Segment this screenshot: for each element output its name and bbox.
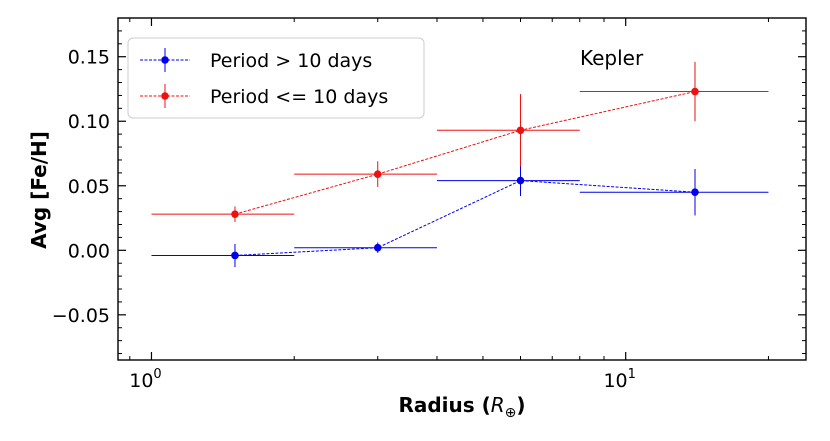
legend-entries: Period > 10 days Period <= 10 days (140, 48, 388, 108)
legend-entry-2: Period <= 10 days (140, 84, 388, 108)
legend-entry-1: Period > 10 days (140, 48, 372, 72)
data-point (691, 188, 699, 197)
legend-box (127, 37, 425, 119)
x-axis-label: Radius (R⊕) (398, 393, 525, 421)
x-axis-label-close: ) (516, 393, 525, 417)
series-line (234, 180, 696, 256)
y-tick-label: 0.00 (68, 240, 110, 262)
data-point (231, 210, 239, 218)
kepler-annotation: Kepler (580, 46, 644, 70)
y-tick-label: 0.05 (68, 176, 110, 198)
x-tick-label: 100 (129, 367, 161, 392)
legend-marker (161, 92, 169, 100)
x-axis-label-symbol: R (491, 393, 505, 417)
legend-label: Period > 10 days (210, 50, 372, 72)
data-point (691, 87, 699, 96)
data-point (516, 126, 525, 135)
series-2 (151, 61, 769, 222)
y-tick-label: −0.05 (52, 305, 110, 327)
x-tick-label: 101 (603, 367, 635, 392)
data-point (373, 243, 382, 252)
legend-marker (161, 56, 169, 64)
y-tick-label: 0.15 (68, 47, 110, 69)
y-axis-ticks: −0.05 0.00 0.05 0.10 0.15 (52, 47, 806, 327)
legend: Period > 10 days Period <= 10 days (127, 37, 425, 119)
data-point (516, 176, 525, 185)
x-axis-label-text: Radius ( (398, 393, 490, 417)
y-axis-label: Avg [Fe/H] (27, 131, 51, 249)
minor-ticks (118, 18, 806, 360)
data-point (231, 251, 239, 260)
series-1 (151, 165, 769, 268)
x-axis-ticks: 100 101 (129, 18, 636, 392)
series-layer (151, 61, 769, 268)
plot-frame (117, 17, 807, 361)
series-line (234, 91, 696, 215)
x-axis-label-subscript: ⊕ (505, 405, 517, 421)
data-point (373, 170, 382, 178)
y-tick-label: 0.10 (68, 111, 110, 133)
legend-label: Period <= 10 days (210, 86, 388, 108)
